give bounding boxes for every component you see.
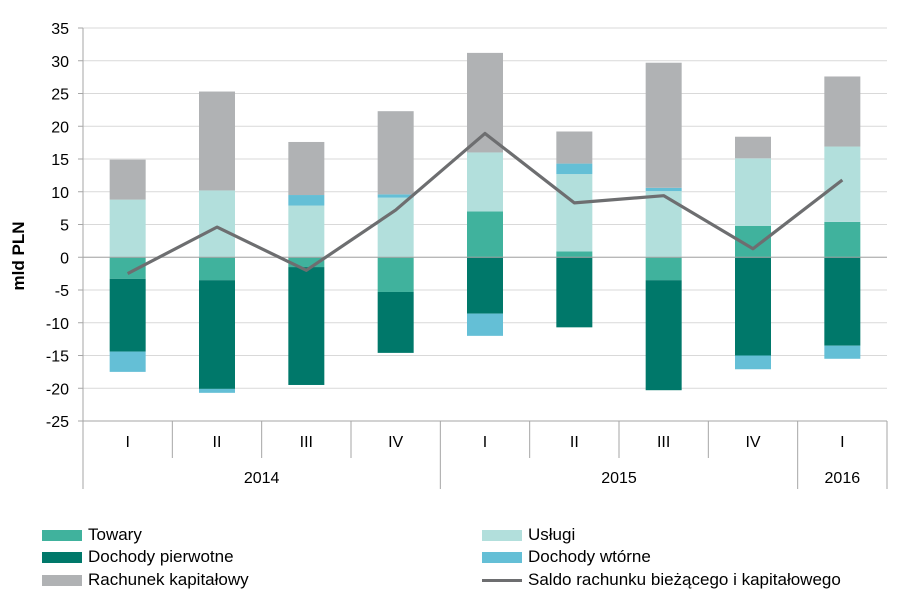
bar-segment-towary	[199, 257, 235, 281]
x-tick-label: I	[840, 434, 844, 451]
y-tick-label: 15	[51, 152, 69, 169]
x-tick-label: III	[300, 434, 313, 451]
bar-segment-towary	[556, 251, 593, 258]
bars	[109, 52, 861, 393]
saldo-line	[126, 131, 844, 276]
year-label: 2014	[244, 470, 280, 487]
bar-segment-dochody-pierwotne	[735, 257, 771, 356]
bar-segment-dochody-wt-rne	[377, 194, 414, 198]
x-tick-label: III	[657, 434, 670, 451]
bar-segment-rachunek-kapita-owy	[824, 76, 861, 147]
x-tick-label: II	[570, 434, 579, 451]
bar-segment-rachunek-kapita-owy	[735, 136, 771, 159]
bar-segment-towary	[109, 257, 146, 279]
bar-segment-dochody-pierwotne	[377, 291, 414, 353]
bar-segment-rachunek-kapita-owy	[556, 131, 593, 164]
x-tick-label: IV	[745, 434, 760, 451]
bar-segment-towary	[377, 257, 414, 292]
y-tick-label: -25	[46, 414, 69, 431]
bar-segment-rachunek-kapita-owy	[109, 159, 146, 200]
bar-segment-towary	[288, 257, 325, 268]
bar-segment-dochody-pierwotne	[824, 257, 861, 346]
bar-segment-dochody-pierwotne	[467, 257, 503, 314]
y-tick-label: 25	[51, 87, 69, 104]
bar-segment-us-ugi	[824, 146, 861, 222]
bar-segment-us-ugi	[288, 205, 325, 258]
y-tick-label: 35	[51, 21, 69, 38]
bar-segment-us-ugi	[377, 197, 414, 258]
y-tick-label: -15	[46, 349, 69, 366]
bar-segment-rachunek-kapita-owy	[199, 91, 235, 191]
y-tick-label: 0	[60, 250, 69, 267]
bar-segment-us-ugi	[645, 191, 682, 258]
bar-segment-dochody-wt-rne	[645, 187, 682, 192]
bar-segment-towary	[645, 257, 682, 281]
bar-segment-dochody-wt-rne	[824, 345, 861, 359]
bar-segment-towary	[824, 221, 861, 258]
y-tick-label: 5	[60, 218, 69, 235]
year-label: 2016	[825, 470, 861, 487]
x-tick-label: II	[213, 434, 222, 451]
y-tick-label: 20	[51, 119, 69, 136]
bar-segment-us-ugi	[556, 174, 593, 252]
year-label: 2015	[601, 470, 637, 487]
x-tick-label: I	[125, 434, 129, 451]
y-tick-label: -5	[55, 283, 69, 300]
bar-segment-rachunek-kapita-owy	[467, 52, 503, 153]
bar-segment-us-ugi	[199, 190, 235, 258]
y-axis-label: mld PLN	[9, 222, 28, 291]
bar-segment-us-ugi	[735, 158, 771, 226]
y-tick-label: -20	[46, 381, 69, 398]
bar-segment-dochody-pierwotne	[199, 280, 235, 389]
bar-segment-dochody-wt-rne	[735, 355, 771, 370]
bar-segment-dochody-wt-rne	[199, 388, 235, 393]
y-tick-label: 10	[51, 185, 69, 202]
bar-segment-us-ugi	[109, 199, 146, 258]
bar-segment-dochody-pierwotne	[109, 278, 146, 352]
x-tick-label: I	[483, 434, 487, 451]
bar-segment-rachunek-kapita-owy	[377, 111, 414, 195]
bar-segment-dochody-wt-rne	[467, 313, 503, 336]
bar-segment-us-ugi	[467, 152, 503, 212]
bar-segment-dochody-wt-rne	[556, 163, 593, 175]
bar-segment-dochody-pierwotne	[645, 280, 682, 391]
bar-segment-dochody-pierwotne	[288, 267, 325, 385]
bar-segment-rachunek-kapita-owy	[645, 62, 682, 188]
bar-segment-towary	[467, 211, 503, 258]
bar-segment-rachunek-kapita-owy	[288, 141, 325, 196]
y-tick-label: 30	[51, 54, 69, 71]
bar-segment-dochody-pierwotne	[556, 257, 593, 328]
x-tick-label: IV	[388, 434, 403, 451]
bar-segment-dochody-wt-rne	[109, 351, 146, 372]
y-tick-label: -10	[46, 316, 69, 333]
bar-segment-dochody-wt-rne	[288, 195, 325, 206]
